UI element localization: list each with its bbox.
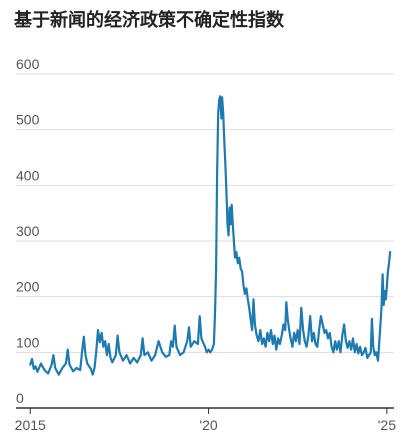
x-tick-label: '20 (199, 417, 217, 433)
y-tick-label: 0 (16, 390, 24, 406)
y-tick-label: 100 (16, 334, 40, 350)
x-tick-label: '25 (378, 417, 396, 433)
chart-title: 基于新闻的经济政策不确定性指数 (14, 10, 284, 31)
series-line (29, 95, 392, 376)
y-tick-label: 200 (16, 279, 40, 295)
y-tick-label: 300 (16, 223, 40, 239)
y-tick-label: 500 (16, 112, 40, 128)
y-tick-label: 400 (16, 167, 40, 183)
y-tick-label: 600 (16, 56, 40, 72)
x-tick-label: 2015 (15, 417, 46, 433)
